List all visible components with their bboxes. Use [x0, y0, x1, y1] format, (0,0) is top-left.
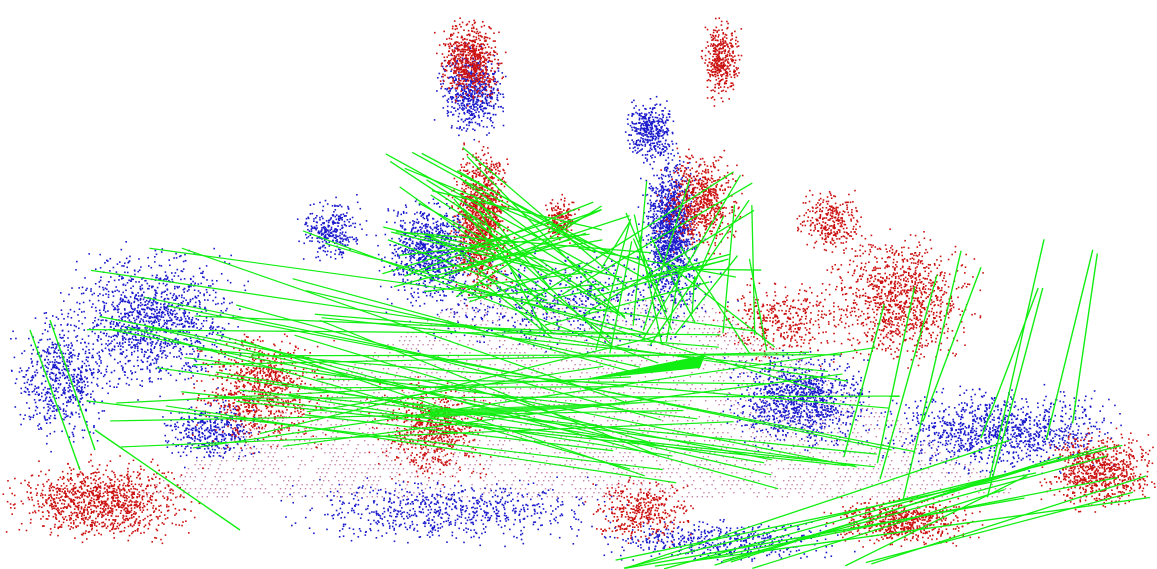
target-point-cloud — [10, 42, 1122, 563]
correspondence-lines — [29, 147, 1151, 569]
